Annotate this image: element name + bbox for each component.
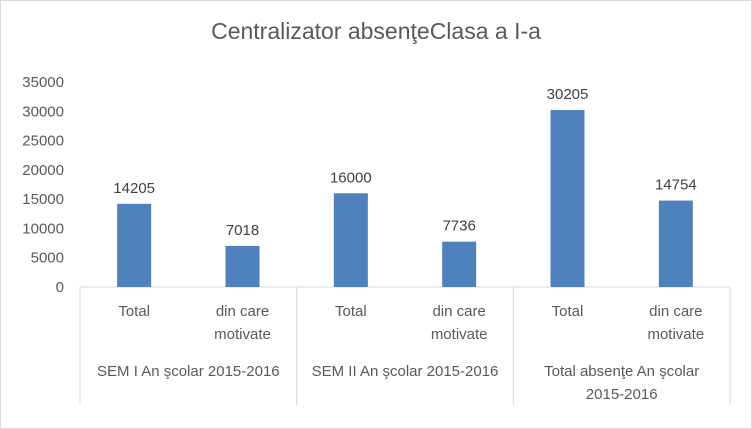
chart-title: Centralizator absenţeClasa a I-a [211, 18, 541, 44]
category-label: motivate [647, 326, 704, 343]
category-label: motivate [214, 326, 271, 343]
y-tick-label: 10000 [22, 220, 64, 237]
y-tick-label: 35000 [22, 74, 64, 91]
category-label: Total [335, 303, 367, 320]
data-label: 14754 [655, 177, 697, 194]
category-label: din care [216, 303, 269, 320]
y-tick-label: 30000 [22, 103, 64, 120]
y-tick-label: 20000 [22, 162, 64, 179]
y-tick-label: 0 [56, 279, 64, 296]
group-label: SEM II An şcolar 2015-2016 [312, 363, 499, 380]
group-label: Total absenţe An şcolar [544, 363, 699, 380]
bar [117, 203, 152, 287]
category-label: din care [649, 303, 702, 320]
category-label: Total [118, 303, 150, 320]
category-label: din care [432, 303, 485, 320]
bar [442, 241, 477, 287]
group-label: SEM I An şcolar 2015-2016 [97, 363, 280, 380]
y-tick-label: 25000 [22, 133, 64, 150]
data-label: 16000 [330, 169, 372, 186]
data-label: 7736 [442, 218, 475, 235]
data-label: 7018 [226, 222, 259, 239]
category-label: Total [552, 303, 584, 320]
bar [333, 193, 368, 287]
y-tick-label: 15000 [22, 191, 64, 208]
bar [225, 245, 260, 287]
bar [658, 200, 693, 287]
data-label: 30205 [547, 86, 589, 103]
data-label: 14205 [113, 180, 155, 197]
group-label: 2015-2016 [586, 386, 658, 403]
bar [550, 110, 585, 288]
category-label: motivate [431, 326, 488, 343]
y-tick-label: 5000 [31, 250, 64, 267]
